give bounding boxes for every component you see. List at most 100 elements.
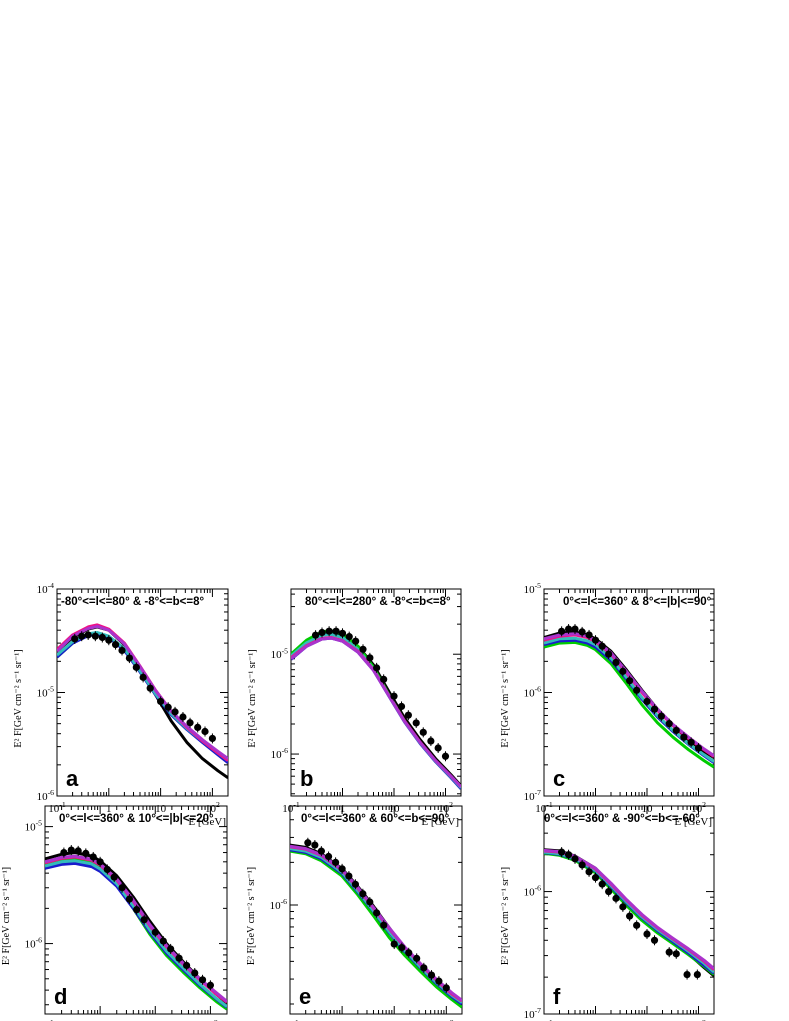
data-points [558, 847, 701, 980]
data-point [179, 713, 187, 721]
data-point [672, 726, 680, 735]
data-point [564, 625, 573, 633]
plot-frame [56, 588, 229, 797]
y-tick-label: 10-6 [25, 936, 43, 951]
x-tick-label: 102 [439, 1018, 454, 1021]
plot-frame [543, 588, 715, 797]
plot-frame [290, 588, 462, 797]
data-point [585, 631, 593, 639]
y-tick-label: 10-7 [524, 1006, 542, 1021]
panel-title: 0°<=l<=360° & 10°<=|b|<=20° [59, 813, 214, 825]
data-point [98, 633, 106, 642]
x-tick-label: 10-1 [36, 1018, 54, 1021]
x-axis-label: E [GeV] [674, 816, 712, 828]
panel-letter: b [300, 766, 313, 791]
data-point [324, 852, 333, 861]
panel-title: -80°<=l<=80° & -8°<=b<=8° [61, 596, 204, 608]
y-axis-label: E² F[GeV cm⁻² s⁻¹ sr⁻¹] [500, 867, 511, 965]
data-point [626, 677, 634, 685]
data-point [427, 737, 435, 745]
panel-title: 0°<=l<=360° & -90°<=b<=-60° [544, 813, 700, 825]
data-point [208, 734, 217, 743]
data-point [325, 627, 333, 635]
data-point [352, 637, 360, 645]
x-tick-label: 102 [203, 1018, 218, 1021]
data-point [605, 650, 613, 658]
panel-letter: a [66, 766, 79, 791]
y-axis-label: E² F[GeV cm⁻² s⁻¹ sr⁻¹] [13, 649, 24, 747]
y-tick-label: 10-6 [524, 884, 542, 899]
data-point [435, 977, 443, 985]
data-point [665, 948, 673, 956]
model-curve-1 [57, 625, 228, 780]
data-point [345, 872, 353, 880]
data-point [82, 849, 90, 858]
model-curve-3 [57, 632, 228, 764]
panel-title: 80°<=l<=280° & -8°<=b<=8° [305, 596, 451, 608]
model-curve-6 [291, 636, 461, 788]
data-point [650, 936, 659, 944]
data-point [404, 711, 412, 719]
data-point [413, 954, 421, 962]
data-point [693, 970, 701, 979]
model-curve-4 [45, 859, 227, 1008]
data-point [680, 733, 688, 741]
data-point [672, 950, 680, 958]
data-point [110, 873, 118, 881]
y-tick-label: 10-4 [37, 581, 55, 596]
y-tick-label: 10-6 [270, 897, 288, 912]
data-points [304, 837, 450, 993]
panel-title: 0°<=l<=360° & 60°<=b<=90° [301, 813, 450, 825]
data-point [643, 930, 651, 938]
y-tick-label: 10-6 [37, 788, 55, 803]
model-curves [57, 623, 228, 780]
y-tick-label: 10-5 [25, 819, 43, 834]
model-curve-5 [291, 636, 461, 788]
y-tick-label: 10-7 [524, 788, 542, 803]
data-point [105, 636, 113, 644]
plot-frame [543, 805, 715, 1015]
data-point [84, 631, 92, 639]
model-curves [544, 630, 714, 769]
data-point [442, 984, 450, 992]
x-tick-label: 10-1 [535, 1018, 553, 1021]
model-curve-6 [57, 624, 228, 760]
data-point [598, 642, 606, 650]
x-tick-label: 10-1 [281, 1018, 299, 1021]
data-point [206, 981, 215, 989]
data-point [332, 627, 340, 635]
data-point [643, 697, 651, 706]
data-point [578, 628, 586, 636]
data-point [605, 887, 613, 896]
data-point [198, 976, 207, 984]
data-point [591, 874, 600, 882]
data-point [159, 937, 167, 945]
y-axis-label: E² F[GeV cm⁻² s⁻¹ sr⁻¹] [247, 649, 258, 747]
data-point [311, 631, 320, 639]
x-axis-label: E [GeV] [188, 816, 226, 828]
data-point [91, 632, 99, 640]
data-point [164, 703, 172, 711]
data-point [571, 625, 579, 633]
data-point [191, 969, 199, 977]
data-point [434, 744, 442, 752]
data-point [380, 921, 388, 929]
model-curve-2 [291, 629, 461, 789]
data-points [71, 629, 217, 744]
data-point [359, 890, 367, 898]
data-point [175, 954, 183, 962]
data-point [585, 868, 593, 876]
data-point [612, 658, 620, 667]
data-point [366, 898, 374, 906]
data-point [665, 720, 673, 728]
data-point [598, 880, 606, 888]
data-point [338, 865, 346, 873]
panel-letter: e [299, 984, 311, 1009]
x-tick-label: 10-1 [48, 800, 66, 815]
data-point [578, 861, 586, 869]
panel-title: 0°<=l<=360° & 8°<=|b|<=90° [563, 596, 712, 608]
y-axis-label: E² F[GeV cm⁻² s⁻¹ sr⁻¹] [500, 649, 511, 747]
